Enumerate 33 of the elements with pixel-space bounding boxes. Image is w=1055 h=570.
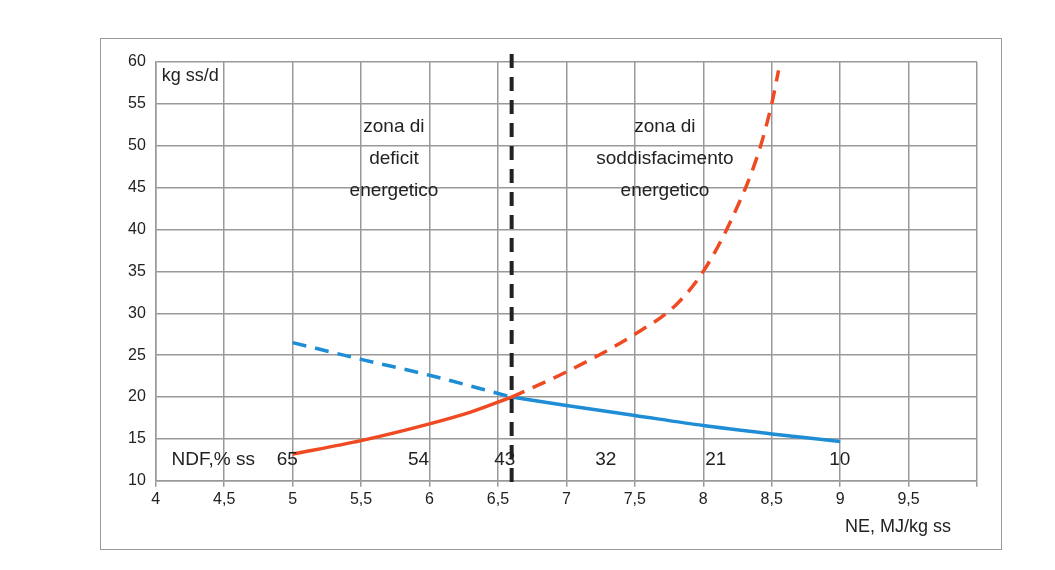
annotation: NDF,% ss bbox=[171, 448, 255, 470]
y-tick-label: 20 bbox=[128, 387, 146, 405]
y-tick-label: 30 bbox=[128, 303, 146, 321]
y-tick-label: 50 bbox=[128, 136, 146, 154]
annotation: 21 bbox=[705, 448, 727, 470]
x-tick-label: 4 bbox=[151, 489, 161, 507]
y-tick-label: 10 bbox=[128, 471, 146, 489]
annotation: zona di deficit energetico bbox=[349, 114, 439, 200]
x-tick-label: 7,5 bbox=[623, 489, 647, 507]
y-tick-label: 35 bbox=[128, 261, 146, 279]
x-tick-label: 8,5 bbox=[760, 489, 783, 507]
y-axis-title: kg ss/d bbox=[161, 64, 219, 85]
x-tick-label: 9 bbox=[835, 489, 845, 507]
annotation: 32 bbox=[595, 448, 617, 470]
annotation: 65 bbox=[276, 448, 298, 470]
x-tick-label: 4,5 bbox=[213, 489, 236, 507]
y-tick-label: 45 bbox=[128, 178, 146, 196]
x-tick-label: 6 bbox=[425, 489, 435, 507]
x-tick-label: 6,5 bbox=[486, 489, 510, 507]
y-tick-label: 40 bbox=[128, 219, 146, 237]
x-tick-label: 8 bbox=[698, 489, 708, 507]
y-tick-label: 25 bbox=[128, 345, 146, 363]
annotation: 10 bbox=[829, 448, 851, 470]
x-tick-label: 9,5 bbox=[897, 489, 920, 507]
y-tick-label: 55 bbox=[128, 94, 146, 112]
y-tick-label: 60 bbox=[128, 52, 146, 70]
annotation: zona di soddisfacimento energetico bbox=[596, 114, 734, 200]
x-tick-label: 5,5 bbox=[349, 489, 373, 507]
x-tick-label: 7 bbox=[561, 489, 571, 507]
x-axis-title: NE, MJ/kg ss bbox=[844, 515, 951, 536]
annotation: 54 bbox=[408, 448, 430, 470]
x-tick-label: 5 bbox=[288, 489, 298, 507]
y-tick-label: 15 bbox=[128, 429, 146, 447]
